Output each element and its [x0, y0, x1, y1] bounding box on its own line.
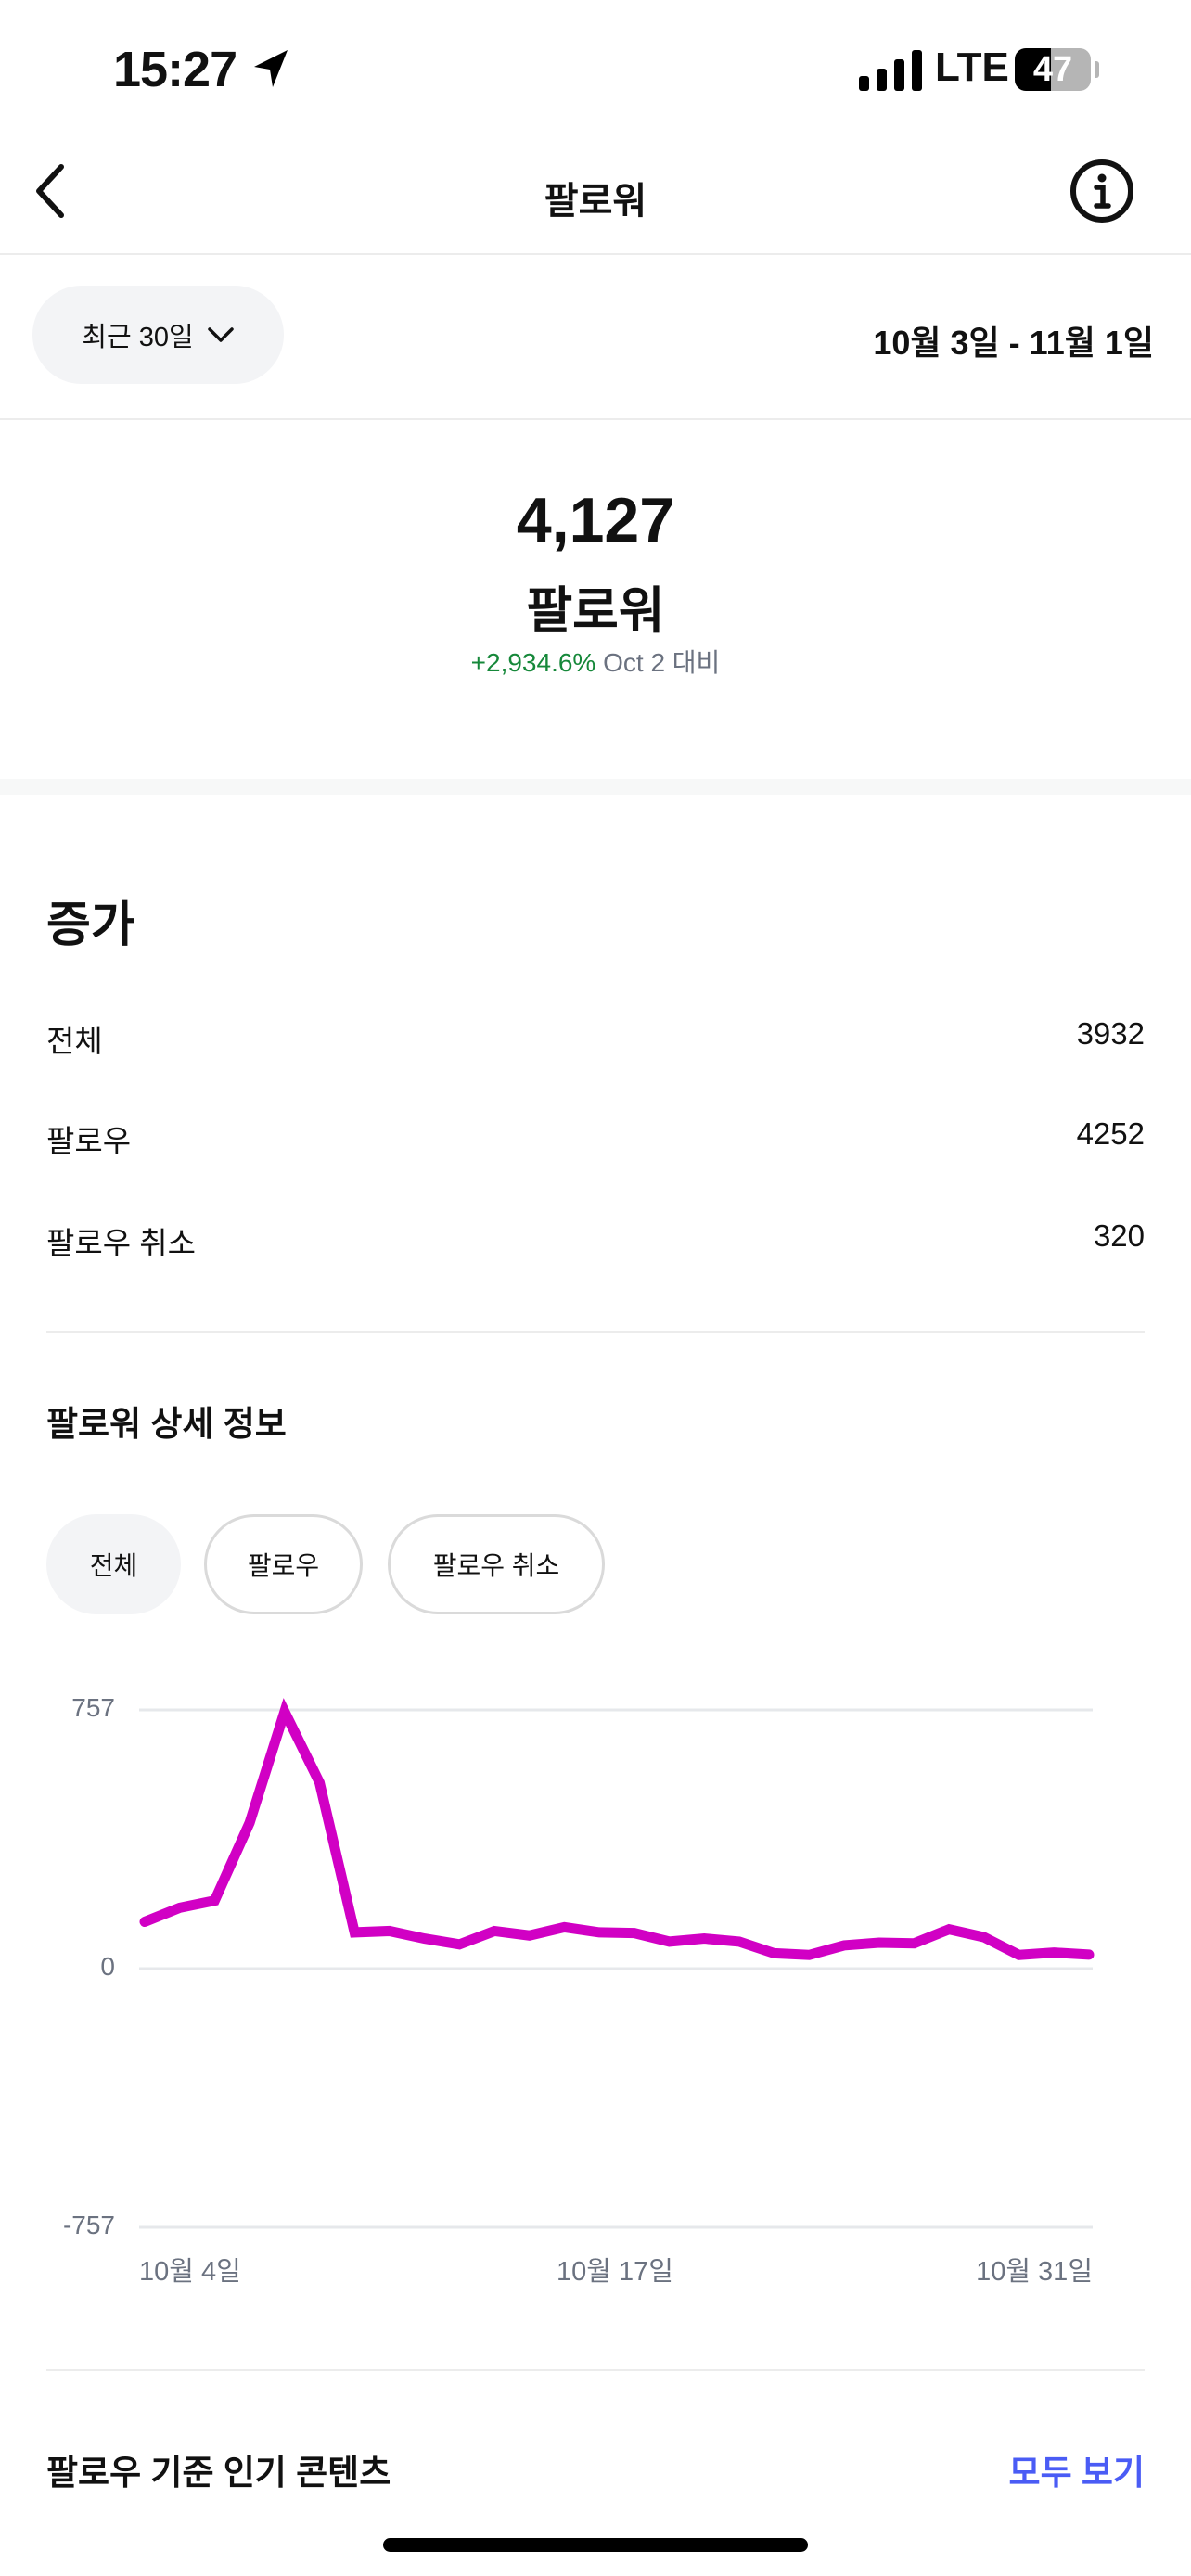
- x-tick-label: 10월 17일: [557, 2257, 673, 2287]
- see-all-link[interactable]: 모두 보기: [1008, 2454, 1145, 2492]
- growth-title: 증가: [46, 899, 135, 952]
- period-dropdown[interactable]: 최근 30일: [32, 286, 284, 384]
- period-label: 최근 30일: [82, 323, 194, 352]
- location-arrow-icon: [254, 50, 288, 87]
- chip-unfollow[interactable]: 팔로우 취소: [388, 1514, 605, 1614]
- chip-follow[interactable]: 팔로우: [204, 1514, 363, 1614]
- info-icon[interactable]: [1069, 158, 1135, 224]
- signal-icon: [859, 50, 922, 91]
- date-range: 10월 3일 - 11월 1일: [873, 324, 1154, 362]
- follower-line-chart: [139, 1698, 1095, 2229]
- follower-total: 4,127: [516, 485, 675, 555]
- y-tick-label: 0: [100, 1952, 115, 1981]
- divider: [0, 418, 1191, 420]
- y-tick-label: 757: [71, 1693, 115, 1722]
- battery-cap: [1095, 61, 1099, 78]
- chip-all[interactable]: 전체: [46, 1514, 181, 1614]
- series-line: [139, 1698, 1095, 1960]
- follower-change: +2,934.6% Oct 2 대비: [0, 643, 1191, 680]
- x-tick-label: 10월 31일: [976, 2257, 1093, 2287]
- x-tick-label: 10월 4일: [139, 2257, 241, 2287]
- change-suffix: Oct 2 대비: [603, 648, 721, 677]
- divider: [46, 2369, 1145, 2371]
- page-title: 팔로워: [544, 181, 647, 222]
- growth-row: 팔로우 취소 320: [46, 1218, 1145, 1263]
- row-label: 팔로우 취소: [46, 1226, 196, 1260]
- status-time: 15:27: [113, 42, 237, 97]
- row-value: 3932: [1076, 1016, 1145, 1051]
- battery-icon: 47: [1015, 48, 1091, 91]
- divider: [46, 1331, 1145, 1333]
- y-tick-label: -757: [62, 2211, 115, 2239]
- battery-percent: 47: [1032, 50, 1073, 89]
- network-type: LTE: [935, 45, 1009, 90]
- row-value: 320: [1093, 1218, 1145, 1253]
- follower-label: 팔로워: [526, 583, 665, 639]
- change-percent: +2,934.6%: [470, 648, 596, 677]
- details-title: 팔로워 상세 정보: [46, 1405, 287, 1443]
- home-indicator[interactable]: [383, 2538, 808, 2552]
- chevron-down-icon: [207, 327, 234, 342]
- chevron-left-icon[interactable]: [32, 163, 69, 219]
- growth-row: 팔로우 4252: [46, 1116, 1145, 1161]
- growth-row: 전체 3932: [46, 1016, 1145, 1061]
- divider: [0, 253, 1191, 255]
- section-separator: [0, 779, 1191, 795]
- top-content-title: 팔로우 기준 인기 콘텐츠: [46, 2454, 391, 2492]
- row-value: 4252: [1076, 1116, 1145, 1151]
- row-label: 팔로우: [46, 1124, 132, 1158]
- row-label: 전체: [46, 1024, 103, 1058]
